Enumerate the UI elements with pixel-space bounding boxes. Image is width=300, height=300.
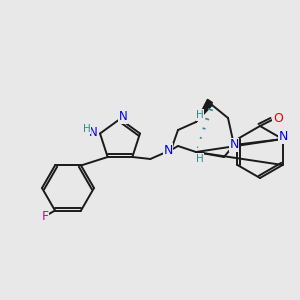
Text: H: H <box>83 124 91 134</box>
Text: N: N <box>229 139 239 152</box>
Polygon shape <box>196 99 212 122</box>
Text: N: N <box>163 143 173 157</box>
Text: O: O <box>273 112 283 124</box>
Text: N: N <box>89 126 98 139</box>
Text: N: N <box>118 110 127 124</box>
Text: F: F <box>41 210 49 223</box>
Text: H: H <box>196 110 204 120</box>
Text: H: H <box>196 154 204 164</box>
Text: N: N <box>279 130 288 143</box>
